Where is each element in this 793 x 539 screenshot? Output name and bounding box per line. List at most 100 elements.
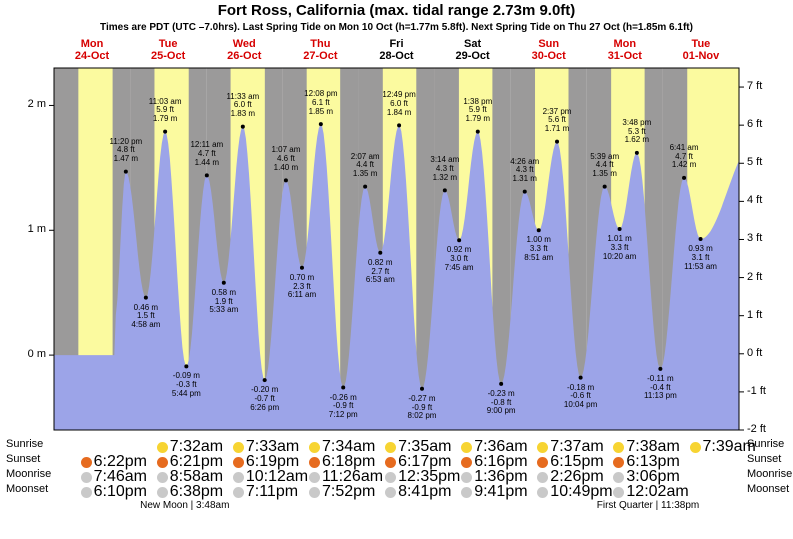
tide-label: 0.46 m1.5 ft4:58 am [131,304,160,330]
y-axis-ft-label: 0 ft [747,347,762,359]
tide-label: 4:26 am4.3 ft1.31 m [510,158,539,184]
tide-label: 12:49 pm6.0 ft1.84 m [382,91,415,117]
day-header: Mon24-Oct [54,38,130,62]
moon-phase-event: New Moon | 3:48am [140,500,229,511]
sun-moon-icon [385,442,396,453]
day-header: Sat29-Oct [435,38,511,62]
sun-moon-icon [613,442,624,453]
sun-moon-icon [233,442,244,453]
day-header: Sun30-Oct [511,38,587,62]
y-axis-m-label: 0 m [0,348,46,360]
tide-label: 3:48 pm5.3 ft1.62 m [622,119,651,145]
tide-label: 12:08 pm6.1 ft1.85 m [304,90,337,116]
y-axis-ft-label: -1 ft [747,385,766,397]
sun-moon-icon [461,487,472,498]
footer-time: 7:39am [690,438,756,456]
sun-moon-icon [385,487,396,498]
y-axis-ft-label: -2 ft [747,423,766,435]
tide-label: 0.82 m2.7 ft6:53 am [366,259,395,285]
sun-moon-icon [385,472,396,483]
sun-moon-icon [309,472,320,483]
chart-title: Fort Ross, California (max. tidal range … [0,2,793,19]
footer-time: 8:41pm [385,483,451,501]
tide-label: 2:07 am4.4 ft1.35 m [351,153,380,179]
footer-row-label: Moonset [747,483,789,495]
tide-label: -0.20 m-0.7 ft6:26 pm [250,386,279,412]
y-axis-ft-label: 2 ft [747,271,762,283]
tide-label: 1.00 m3.3 ft8:51 am [524,236,553,262]
tide-label: -0.27 m-0.9 ft8:02 pm [408,395,437,421]
footer-row-label: Moonrise [6,468,51,480]
footer-time: 9:41pm [461,483,527,501]
sun-moon-icon [537,487,548,498]
sun-moon-icon [461,472,472,483]
footer-row-label: Moonset [6,483,48,495]
chart-subtitle: Times are PDT (UTC –7.0hrs). Last Spring… [0,22,793,33]
sun-moon-icon [613,487,624,498]
y-axis-ft-label: 1 ft [747,309,762,321]
y-axis-m-label: 2 m [0,98,46,110]
day-header: Tue25-Oct [130,38,206,62]
sun-moon-icon [613,457,624,468]
tide-label: 6:41 am4.7 ft1.42 m [670,144,699,170]
tide-label: 1:38 pm5.9 ft1.79 m [463,98,492,124]
sun-moon-icon [81,472,92,483]
footer-row-label: Sunset [6,453,40,465]
sun-moon-icon [157,472,168,483]
day-header: Mon31-Oct [587,38,663,62]
tide-label: 12:11 am4.7 ft1.44 m [190,141,223,167]
tide-chart: Fort Ross, California (max. tidal range … [0,0,793,539]
tide-label: 11:03 am5.9 ft1.79 m [149,98,182,124]
sun-moon-icon [690,442,701,453]
tide-label: -0.23 m-0.8 ft9:00 pm [487,390,516,416]
sun-moon-icon [461,442,472,453]
moon-phase-event: First Quarter | 11:38pm [597,500,699,511]
footer-row-label: Moonrise [747,468,792,480]
sun-moon-icon [81,457,92,468]
y-axis-ft-label: 5 ft [747,156,762,168]
sun-moon-icon [233,472,244,483]
tide-label: -0.18 m-0.6 ft10:04 pm [564,384,597,410]
sun-moon-icon [613,472,624,483]
y-axis-m-label: 1 m [0,223,46,235]
tide-label: 0.58 m1.9 ft5:33 am [209,289,238,315]
tide-label: 0.70 m2.3 ft6:11 am [288,274,316,300]
sun-moon-icon [233,457,244,468]
day-header: Wed26-Oct [206,38,282,62]
y-axis-ft-label: 3 ft [747,232,762,244]
sun-moon-icon [233,487,244,498]
sun-moon-icon [157,487,168,498]
tide-label: 3:14 am4.3 ft1.32 m [430,156,459,182]
sun-moon-icon [309,487,320,498]
sun-moon-icon [461,457,472,468]
sun-moon-icon [157,442,168,453]
sun-moon-icon [537,472,548,483]
tide-label: -0.26 m-0.9 ft7:12 pm [329,394,358,420]
sun-moon-icon [309,457,320,468]
tide-label: 11:20 pm4.8 ft1.47 m [109,138,142,164]
tide-label: -0.11 m-0.4 ft11:13 pm [644,375,677,401]
footer-time: 6:10pm [81,483,147,501]
tide-label: 2:37 pm5.6 ft1.71 m [543,108,572,134]
sun-moon-icon [385,457,396,468]
tide-label: 0.92 m3.0 ft7:45 am [445,246,474,272]
sun-moon-icon [81,487,92,498]
sun-moon-icon [157,457,168,468]
y-axis-ft-label: 4 ft [747,194,762,206]
sun-moon-icon [537,442,548,453]
y-axis-ft-label: 6 ft [747,118,762,130]
footer-time: 10:49pm [537,483,612,501]
sun-moon-icon [309,442,320,453]
sun-moon-icon [537,457,548,468]
footer-time: 6:38pm [157,483,223,501]
tide-label: 0.93 m3.1 ft11:53 am [684,245,717,271]
footer-time: 12:02am [613,483,688,501]
day-header: Tue01-Nov [663,38,739,62]
day-header: Fri28-Oct [358,38,434,62]
footer-time: 7:11pm [233,483,298,501]
y-axis-ft-label: 7 ft [747,80,762,92]
tide-label: 1.01 m3.3 ft10:20 am [603,235,636,261]
footer-time: 7:52pm [309,483,375,501]
tide-label: 11:33 am6.0 ft1.83 m [226,93,259,119]
tide-label: 1:07 am4.6 ft1.40 m [271,146,300,172]
